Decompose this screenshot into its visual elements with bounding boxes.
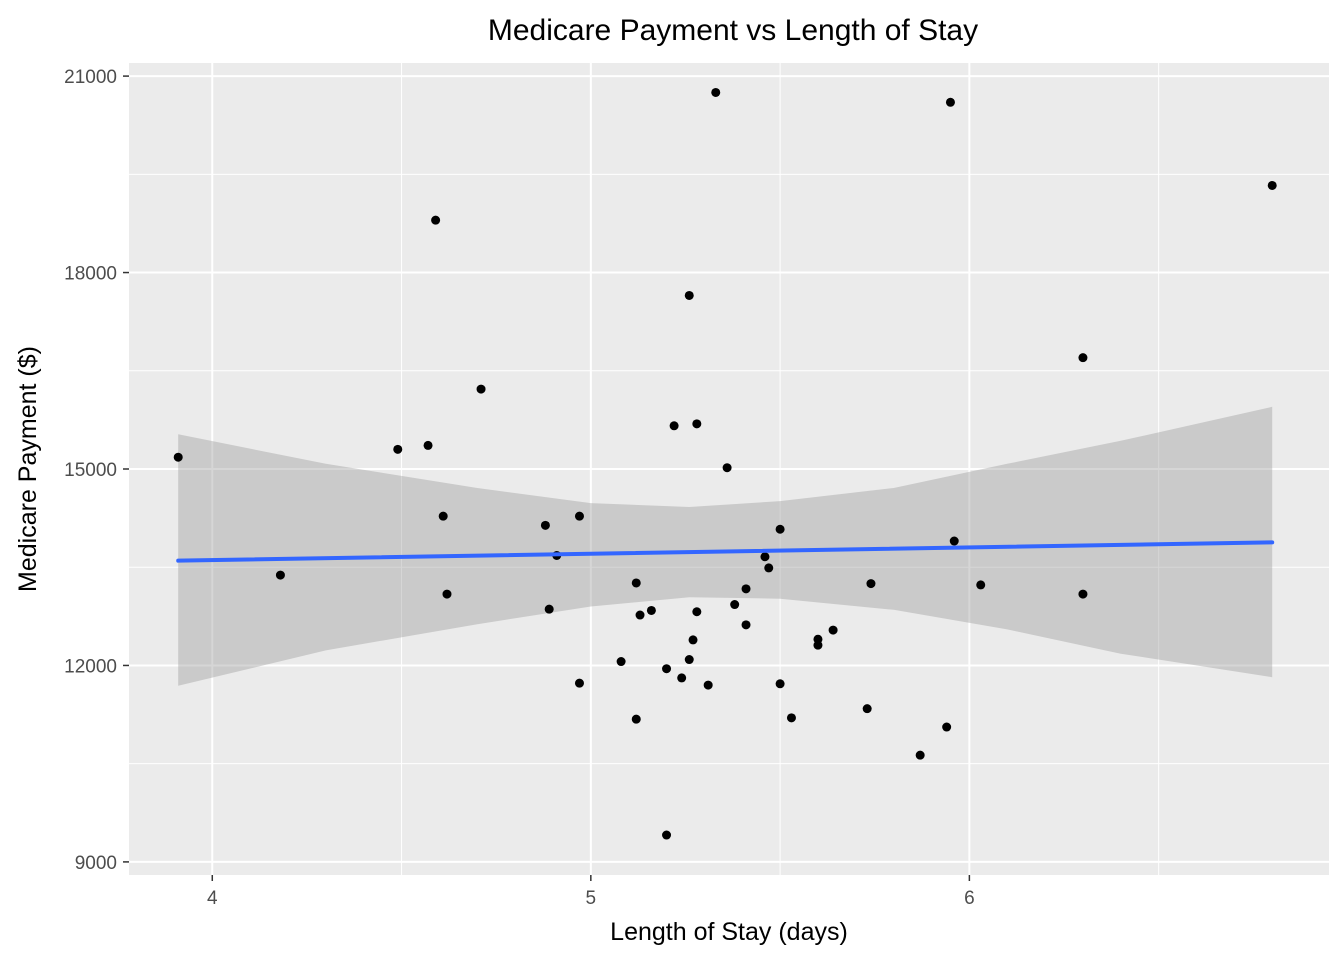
y-tick-label: 9000 (75, 853, 117, 874)
data-point (1078, 353, 1088, 363)
data-point (730, 600, 740, 610)
x-tick-label: 6 (964, 888, 975, 909)
data-point (438, 511, 448, 521)
y-tick-label: 12000 (64, 656, 117, 677)
data-point (275, 570, 285, 580)
data-point (722, 463, 732, 473)
regression-line (176, 540, 1275, 563)
data-point (942, 722, 952, 732)
data-point (945, 97, 955, 107)
data-point (711, 87, 721, 97)
y-axis-title: Medicare Payment ($) (14, 346, 42, 592)
data-point (540, 520, 550, 530)
x-tick-label: 4 (207, 888, 218, 909)
data-point (476, 384, 486, 394)
data-point (813, 640, 823, 650)
data-point (1078, 589, 1088, 599)
data-point (393, 444, 403, 454)
data-point (949, 536, 959, 546)
data-point (662, 664, 672, 674)
confidence-band (178, 406, 1273, 686)
data-point (692, 419, 702, 429)
data-point (574, 678, 584, 688)
data-point (741, 584, 751, 594)
data-point (431, 215, 441, 225)
data-point (544, 604, 554, 614)
data-point (862, 704, 872, 714)
x-tick-label: 5 (586, 888, 597, 909)
data-point (866, 579, 876, 589)
y-tick-label: 15000 (64, 460, 117, 481)
data-point (703, 680, 713, 690)
data-point (828, 625, 838, 635)
y-tick-label: 21000 (64, 67, 117, 88)
data-point (741, 620, 751, 630)
data-point (786, 713, 796, 723)
data-point (760, 552, 770, 562)
data-point (775, 524, 785, 534)
data-point (662, 830, 672, 840)
data-point (688, 635, 698, 645)
data-point (423, 440, 433, 450)
y-tick-label: 18000 (64, 264, 117, 285)
data-point (684, 655, 694, 665)
data-point (442, 589, 452, 599)
data-point (915, 750, 925, 760)
data-point (635, 610, 645, 620)
data-point (173, 452, 183, 462)
data-point (669, 421, 679, 431)
chart-title: Medicare Payment vs Length of Stay (488, 14, 978, 47)
data-point (976, 580, 986, 590)
data-point (631, 578, 641, 588)
data-point (684, 290, 694, 300)
x-axis-title: Length of Stay (days) (610, 918, 848, 946)
data-point (646, 605, 656, 615)
data-point (1267, 180, 1277, 190)
data-point (574, 511, 584, 521)
data-point (631, 714, 641, 724)
data-point (677, 673, 687, 683)
data-point (764, 563, 774, 573)
plot-area: 9000 12000 15000 18000 21000 4 5 6 (64, 63, 1329, 909)
data-point (616, 657, 626, 667)
data-point (692, 607, 702, 617)
data-point (775, 679, 785, 689)
